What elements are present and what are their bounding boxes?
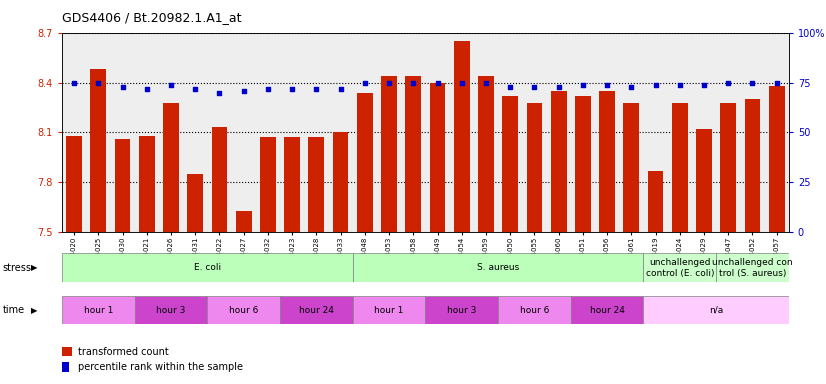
FancyBboxPatch shape	[353, 296, 425, 324]
Bar	[599, 91, 615, 232]
Bar	[720, 103, 736, 232]
Bar	[502, 96, 518, 232]
Bar	[769, 86, 785, 232]
Point	[479, 79, 492, 86]
FancyBboxPatch shape	[643, 253, 716, 282]
Text: hour 1: hour 1	[83, 306, 113, 314]
Point	[286, 86, 299, 92]
Point	[188, 86, 202, 92]
FancyBboxPatch shape	[135, 296, 207, 324]
Point	[770, 79, 783, 86]
Text: hour 6: hour 6	[229, 306, 259, 314]
Bar	[526, 103, 543, 232]
Point	[164, 81, 178, 88]
Text: hour 24: hour 24	[299, 306, 334, 314]
Point	[697, 81, 710, 88]
Point	[746, 79, 759, 86]
Bar	[672, 103, 688, 232]
Bar	[744, 99, 761, 232]
Text: transformed count: transformed count	[78, 346, 169, 357]
FancyBboxPatch shape	[571, 296, 643, 324]
FancyBboxPatch shape	[62, 296, 135, 324]
Bar	[430, 83, 445, 232]
Bar	[575, 96, 591, 232]
Point	[455, 79, 468, 86]
Bar	[260, 137, 276, 232]
Point	[116, 83, 129, 89]
Text: percentile rank within the sample: percentile rank within the sample	[78, 362, 244, 372]
Bar	[62, 347, 72, 356]
Bar	[139, 136, 154, 232]
Bar	[357, 93, 373, 232]
Point	[140, 86, 154, 92]
Point	[577, 81, 590, 88]
Text: stress: stress	[2, 263, 31, 273]
Point	[601, 81, 614, 88]
Text: ▶: ▶	[31, 263, 38, 272]
Text: hour 24: hour 24	[590, 306, 624, 314]
Text: hour 3: hour 3	[156, 306, 186, 314]
Bar	[381, 76, 397, 232]
Point	[649, 81, 662, 88]
FancyBboxPatch shape	[643, 296, 789, 324]
FancyBboxPatch shape	[498, 296, 571, 324]
Text: GDS4406 / Bt.20982.1.A1_at: GDS4406 / Bt.20982.1.A1_at	[62, 12, 241, 25]
Bar	[211, 127, 227, 232]
Bar	[308, 137, 325, 232]
Bar	[551, 91, 567, 232]
Bar	[333, 132, 349, 232]
Point	[504, 83, 517, 89]
Point	[552, 83, 565, 89]
Bar	[66, 136, 82, 232]
Bar	[406, 76, 421, 232]
Bar	[188, 174, 203, 232]
Bar	[478, 76, 494, 232]
Text: hour 6: hour 6	[520, 306, 549, 314]
Point	[528, 83, 541, 89]
Text: unchallenged
control (E. coli): unchallenged control (E. coli)	[646, 258, 714, 278]
Bar	[624, 103, 639, 232]
Text: hour 1: hour 1	[374, 306, 404, 314]
Text: S. aureus: S. aureus	[477, 263, 520, 272]
Text: n/a: n/a	[709, 306, 724, 314]
Bar	[453, 41, 470, 232]
Point	[431, 79, 444, 86]
Point	[673, 81, 686, 88]
Point	[92, 79, 105, 86]
Point	[261, 86, 274, 92]
Bar	[115, 139, 131, 232]
Point	[624, 83, 638, 89]
Point	[237, 88, 250, 94]
FancyBboxPatch shape	[425, 296, 498, 324]
FancyBboxPatch shape	[716, 253, 789, 282]
Point	[68, 79, 81, 86]
Text: ▶: ▶	[31, 306, 38, 314]
Point	[213, 89, 226, 96]
FancyBboxPatch shape	[62, 253, 353, 282]
FancyBboxPatch shape	[280, 296, 353, 324]
Point	[722, 79, 735, 86]
Text: unchallenged con
trol (S. aureus): unchallenged con trol (S. aureus)	[712, 258, 793, 278]
Bar	[163, 103, 179, 232]
FancyBboxPatch shape	[207, 296, 280, 324]
Point	[334, 86, 347, 92]
Point	[310, 86, 323, 92]
Text: time: time	[2, 305, 25, 315]
Bar	[284, 137, 300, 232]
FancyBboxPatch shape	[353, 253, 643, 282]
Bar	[90, 69, 107, 232]
Text: E. coli: E. coli	[194, 263, 221, 272]
Bar	[648, 171, 663, 232]
Point	[358, 79, 372, 86]
Bar	[62, 362, 69, 372]
Point	[406, 79, 420, 86]
Bar	[235, 211, 252, 232]
Text: hour 3: hour 3	[447, 306, 477, 314]
Bar	[696, 129, 712, 232]
Point	[382, 79, 396, 86]
